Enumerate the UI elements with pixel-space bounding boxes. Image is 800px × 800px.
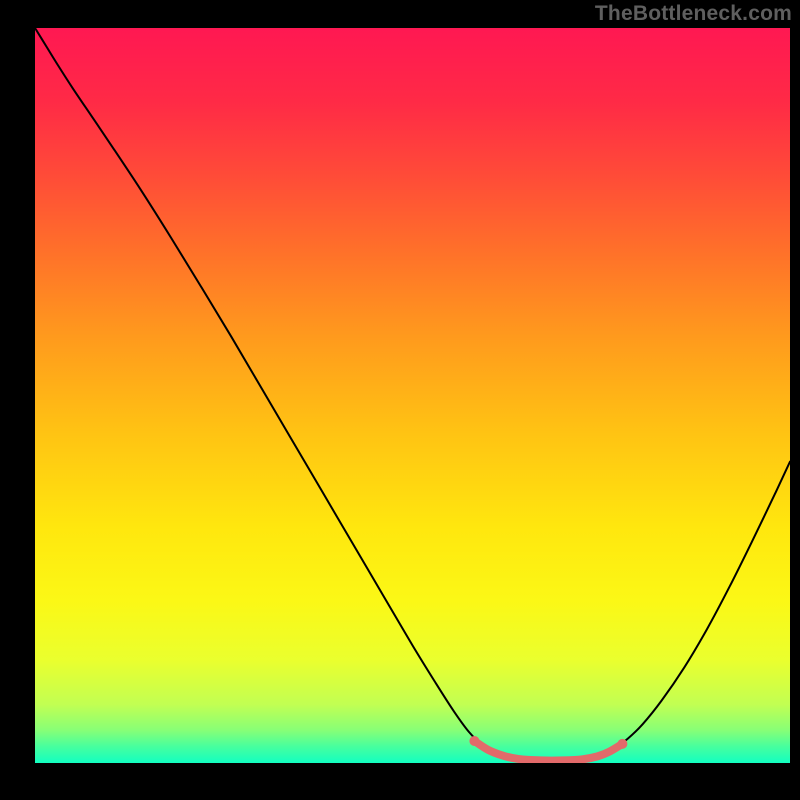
watermark-text: TheBottleneck.com <box>595 2 792 26</box>
optimal-range-endpoint <box>469 736 479 746</box>
plot-background <box>35 28 790 763</box>
optimal-range-endpoint <box>617 739 627 749</box>
plot-svg <box>35 28 790 763</box>
plot-frame <box>35 28 790 763</box>
chart-container: TheBottleneck.com <box>0 0 800 800</box>
